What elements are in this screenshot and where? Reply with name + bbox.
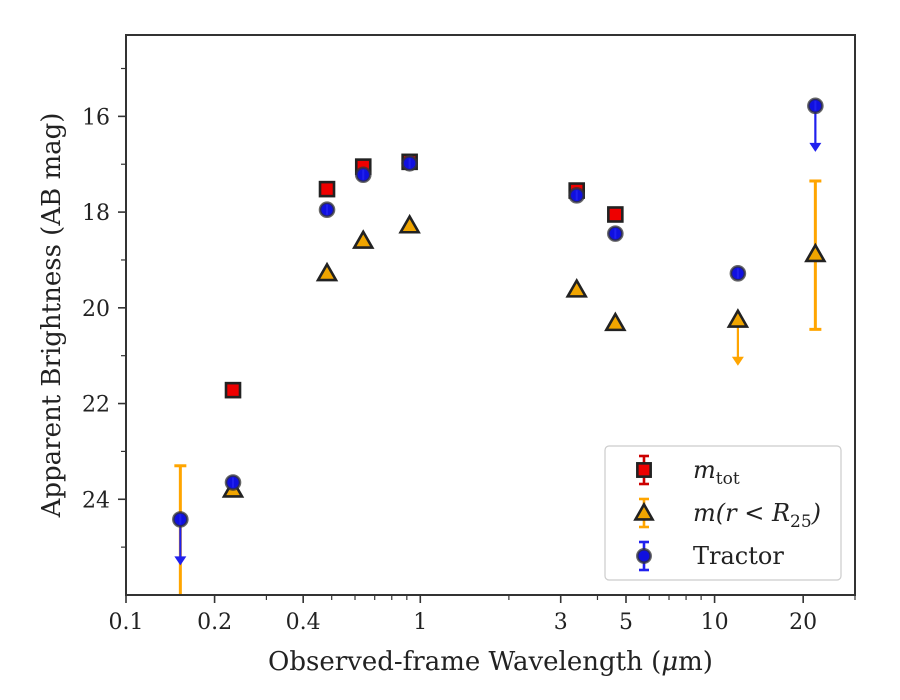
x-tick-label: 0.4: [286, 610, 321, 635]
data-point-square: [318, 180, 336, 198]
data-point-square: [224, 381, 242, 399]
data-marks: [172, 97, 827, 595]
data-point-triangle: [726, 308, 750, 328]
data-point-triangle: [315, 261, 339, 282]
x-tick-label: 0.2: [197, 610, 232, 635]
x-tick-label: 3: [554, 610, 568, 635]
legend-marker-triangle: [633, 501, 655, 521]
x-tick-label: 0.1: [109, 610, 144, 635]
legend: mtot m(r < R25) Tractor: [604, 445, 842, 581]
y-tick-label: 18: [82, 201, 110, 226]
data-point-triangle: [352, 229, 375, 249]
y-tick-label: 22: [82, 393, 110, 418]
legend-item: Tractor: [636, 540, 784, 572]
legend-marker-square: [636, 462, 652, 478]
data-point-triangle: [804, 242, 827, 263]
data-point-triangle: [604, 311, 627, 332]
axis-ticks: 0.1 0.2 0.4 1 3 5 10 20 16 18 20 22 24: [82, 67, 856, 635]
y-axis-title: Apparent Brightness (AB mag): [37, 113, 67, 519]
x-tick-label: 5: [619, 610, 633, 635]
legend-item: m(r < R25): [633, 497, 821, 532]
x-tick-label: 10: [701, 610, 729, 635]
data-point-triangle: [565, 278, 588, 298]
data-point-triangle: [398, 213, 421, 234]
legend-marker-circle: [636, 548, 652, 564]
legend-box: [604, 445, 842, 581]
x-tick-label: 1: [413, 610, 427, 635]
legend-item: mtot: [636, 454, 740, 489]
legend-label: mtot: [693, 456, 740, 489]
legend-label: m(r < R25): [693, 499, 821, 532]
y-tick-label: 20: [82, 297, 110, 322]
y-tick-label: 24: [82, 488, 110, 513]
y-tick-label: 16: [82, 105, 110, 130]
x-tick-label: 20: [789, 610, 817, 635]
x-axis-title: Observed-frame Wavelength (μm): [268, 647, 713, 677]
data-point-square: [607, 206, 624, 223]
plot-frame: [125, 34, 856, 596]
legend-label: Tractor: [693, 542, 784, 570]
